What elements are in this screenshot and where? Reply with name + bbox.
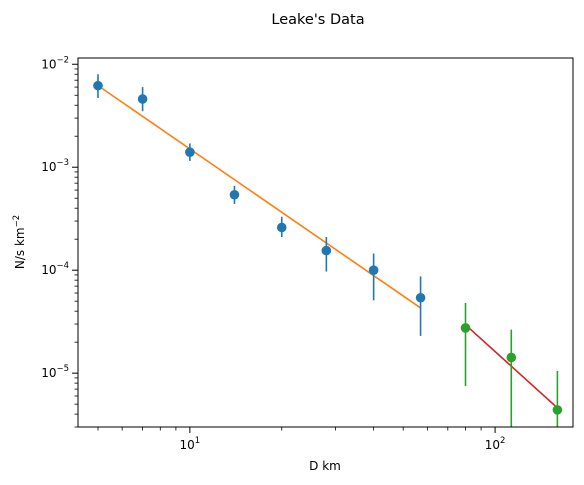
data-point <box>93 81 103 91</box>
y-tick-label: 10−2 <box>41 55 69 71</box>
y-tick-label: 10−4 <box>41 261 69 277</box>
data-point <box>416 293 426 303</box>
data-point <box>277 223 287 233</box>
data-point <box>322 246 332 256</box>
x-tick-label: 101 <box>180 436 201 452</box>
data-point <box>506 353 516 363</box>
y-axis: 10−5 10−4 10−3 10−2 <box>41 55 78 427</box>
x-axis-label: D km <box>309 459 341 473</box>
data-point <box>138 94 148 104</box>
data-point <box>553 405 563 415</box>
data-point <box>461 323 471 333</box>
plot-area <box>93 74 562 427</box>
x-axis: 101 102 <box>98 427 505 452</box>
data-point <box>230 190 240 200</box>
y-axis-label: N/s km−2 <box>12 215 27 269</box>
chart-title: Leake's Data <box>271 12 364 28</box>
y-tick-label: 10−3 <box>41 158 69 174</box>
y-tick-label: 10−5 <box>41 364 69 380</box>
data-point <box>369 265 379 275</box>
x-tick-label: 102 <box>485 436 506 452</box>
data-point <box>185 147 195 157</box>
